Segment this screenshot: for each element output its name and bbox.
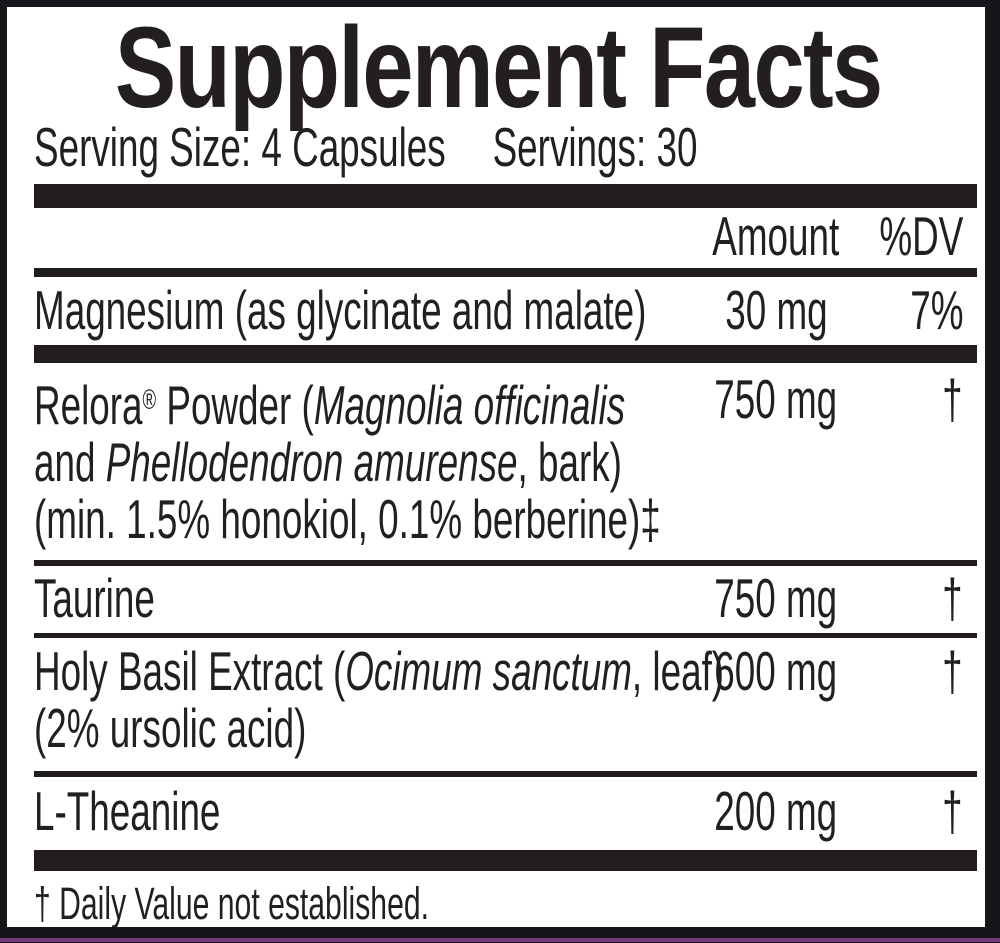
registered-trademark-symbol: ®	[142, 384, 157, 415]
ingredient-name-text: L-Theanine	[34, 780, 221, 843]
dv-cell: 7%	[861, 282, 963, 339]
amount-cell: 750 mg	[691, 371, 861, 428]
ingredient-name-line: and Phellodendron amurense, bark)	[34, 434, 691, 491]
dv-value-dagger: †	[942, 640, 963, 703]
ingredient-name-line: Holy Basil Extract (Ocimum sanctum, leaf…	[34, 640, 724, 703]
ingredient-name-text: Magnesium (as glycinate and malate)	[34, 279, 647, 341]
ingredient-name-line: Magnesium (as glycinate and malate)	[34, 282, 691, 339]
dv-value-dagger: †	[942, 567, 963, 630]
panel-title-row: Supplement Facts	[34, 7, 963, 132]
ingredient-name: Relora® Powder (Magnolia officinalis and…	[34, 371, 691, 548]
amount-cell: 750 mg	[691, 570, 861, 627]
ingredient-name-text: Relora	[34, 374, 143, 437]
ingredient-name-line: Taurine	[34, 570, 691, 627]
dv-cell: †	[861, 643, 963, 700]
footnote-daily-value: † Daily Value not established.	[34, 878, 429, 927]
row-rule	[34, 560, 977, 567]
amount-cell: 30 mg	[691, 282, 861, 339]
serving-info: Serving Size: 4 Capsules Servings: 30	[34, 119, 697, 176]
ingredient-name-text: and	[34, 431, 106, 494]
heavy-divider-mid	[34, 345, 977, 363]
dv-value-dagger: †	[942, 368, 963, 430]
dv-value-dagger: †	[942, 780, 963, 843]
ingredient-row-holy-basil: Holy Basil Extract (Ocimum sanctum, leaf…	[34, 638, 963, 771]
ingredient-row-l-theanine: L-Theanine 200 mg †	[34, 777, 963, 850]
ingredient-row-magnesium: Magnesium (as glycinate and malate) 30 m…	[34, 277, 963, 345]
ingredient-name: Taurine	[34, 570, 691, 627]
ingredient-name-text: , leaf)	[631, 640, 725, 703]
dv-cell: †	[861, 570, 963, 627]
bottom-accent-strip	[0, 938, 1000, 942]
row-rule	[34, 771, 977, 778]
column-header-row: Amount %DV	[34, 208, 963, 265]
column-header-dv: %DV	[879, 205, 963, 267]
footnote-row: † Daily Value not established.	[34, 871, 963, 927]
standardization-text: (min. 1.5% honokiol, 0.1% berberine)‡	[34, 488, 661, 551]
servings-count-label: Servings: 30	[492, 116, 698, 178]
botanical-name: Phellodendron amurense	[105, 431, 518, 494]
ingredient-name: L-Theanine	[34, 783, 691, 840]
serving-info-row: Serving Size: 4 Capsules Servings: 30	[34, 119, 963, 176]
heavy-divider-bottom	[34, 850, 977, 872]
amount-value: 30 mg	[724, 279, 828, 341]
dv-cell: †	[861, 371, 963, 428]
header-rule	[34, 268, 977, 277]
ingredient-name-text: Holy Basil Extract (	[34, 640, 346, 703]
serving-size-label: Serving Size: 4 Capsules	[34, 116, 446, 178]
ingredient-name-line: (min. 1.5% honokiol, 0.1% berberine)‡	[34, 491, 691, 548]
ingredient-name: Holy Basil Extract (Ocimum sanctum, leaf…	[34, 640, 724, 757]
ingredient-row-taurine: Taurine 750 mg †	[34, 566, 963, 633]
ingredient-name-text: , bark)	[517, 431, 622, 494]
amount-value: 750 mg	[714, 567, 838, 630]
amount-value: 600 mg	[714, 640, 838, 703]
panel-title: Supplement Facts	[115, 7, 883, 132]
supplement-facts-panel: Supplement Facts Serving Size: 4 Capsule…	[7, 7, 985, 927]
dv-value: 7%	[909, 279, 963, 341]
ingredient-name: Magnesium (as glycinate and malate)	[34, 282, 691, 339]
amount-cell: 600 mg	[691, 643, 861, 700]
amount-value: 750 mg	[714, 368, 838, 430]
ingredient-row-relora: Relora® Powder (Magnolia officinalis and…	[34, 363, 963, 560]
amount-cell: 200 mg	[691, 783, 861, 840]
botanical-name: Magnolia officinalis	[313, 374, 626, 437]
ingredient-name-line: L-Theanine	[34, 783, 691, 840]
ingredient-name-line: Relora® Powder (Magnolia officinalis	[34, 371, 691, 434]
botanical-name: Ocimum sanctum	[345, 640, 632, 703]
column-header-dv-cell: %DV	[861, 208, 963, 265]
ingredient-name-line: (2% ursolic acid)	[34, 700, 691, 757]
ingredient-name-text: Powder (	[156, 374, 314, 437]
heavy-divider-top	[34, 184, 977, 208]
standardization-text: (2% ursolic acid)	[34, 697, 307, 760]
ingredient-name-text: Taurine	[34, 567, 155, 630]
row-rule	[34, 633, 977, 639]
dv-cell: †	[861, 783, 963, 840]
column-header-amount-cell: Amount	[691, 208, 861, 265]
column-header-amount: Amount	[712, 205, 840, 267]
amount-value: 200 mg	[714, 780, 838, 843]
